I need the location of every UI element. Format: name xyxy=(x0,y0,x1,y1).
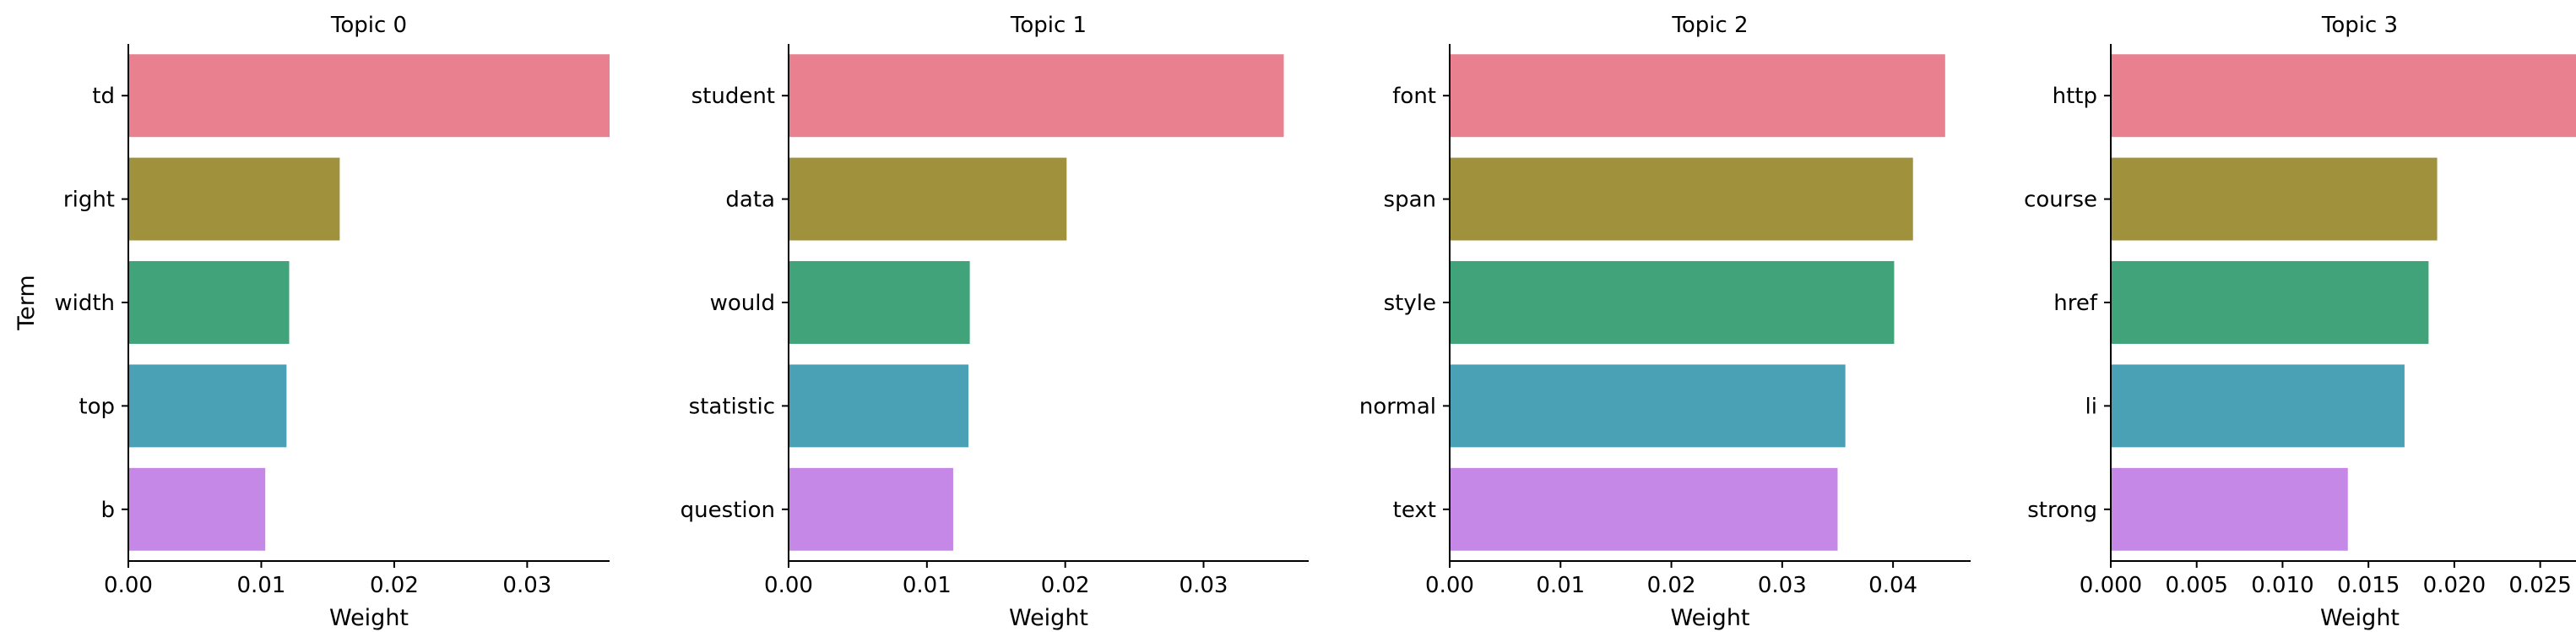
bar-would xyxy=(789,261,970,344)
category-label: right xyxy=(63,188,115,213)
y-axis-label: Term xyxy=(14,275,40,330)
xtick-label: 0.02 xyxy=(1647,573,1696,598)
xtick-label: 0.000 xyxy=(2080,573,2142,598)
category-label: text xyxy=(1393,498,1436,523)
panel-title: Topic 3 xyxy=(2321,13,2398,38)
category-label: b xyxy=(100,498,115,523)
category-label: span xyxy=(1384,188,1436,213)
xtick-label: 0.025 xyxy=(2508,573,2571,598)
panel-title: Topic 1 xyxy=(1010,13,1087,38)
bar-course xyxy=(2111,157,2438,241)
bar-text xyxy=(1450,467,1838,551)
xtick-label: 0.03 xyxy=(1180,573,1228,598)
bar-td xyxy=(128,54,610,138)
category-label: normal xyxy=(1359,394,1436,419)
bar-statistic xyxy=(789,364,968,448)
xtick-label: 0.010 xyxy=(2251,573,2313,598)
category-label: statistic xyxy=(689,394,775,419)
bar-font xyxy=(1450,54,1945,138)
category-label: top xyxy=(79,394,115,419)
bar-data xyxy=(789,157,1067,241)
bar-style xyxy=(1450,261,1895,344)
xtick-label: 0.01 xyxy=(1536,573,1585,598)
xtick-label: 0.03 xyxy=(502,573,551,598)
category-label: question xyxy=(681,498,775,523)
bar-right xyxy=(128,157,340,241)
xtick-label: 0.00 xyxy=(764,573,813,598)
category-label: strong xyxy=(2027,498,2097,523)
bar-span xyxy=(1450,157,1913,241)
category-label: data xyxy=(725,188,775,213)
xtick-label: 0.02 xyxy=(370,573,419,598)
bar-strong xyxy=(2111,467,2348,551)
bar-top xyxy=(128,364,287,448)
xtick-label: 0.015 xyxy=(2337,573,2400,598)
x-axis-label: Weight xyxy=(1670,605,1749,631)
x-axis-label: Weight xyxy=(2320,605,2400,631)
xtick-label: 0.005 xyxy=(2166,573,2228,598)
category-label: course xyxy=(2024,188,2097,213)
bar-question xyxy=(789,467,953,551)
x-axis-label: Weight xyxy=(1009,605,1088,631)
xtick-label: 0.00 xyxy=(104,573,153,598)
xtick-label: 0.03 xyxy=(1758,573,1807,598)
bar-width xyxy=(128,261,290,344)
category-label: href xyxy=(2053,291,2098,316)
xtick-label: 0.020 xyxy=(2423,573,2486,598)
xtick-label: 0.01 xyxy=(903,573,952,598)
bar-http xyxy=(2111,54,2576,138)
category-label: td xyxy=(92,84,115,109)
bar-student xyxy=(789,54,1284,138)
category-label: student xyxy=(691,84,775,109)
panel-title: Topic 0 xyxy=(330,13,407,38)
bar-b xyxy=(128,467,266,551)
category-label: font xyxy=(1392,84,1436,109)
xtick-label: 0.00 xyxy=(1425,573,1474,598)
category-label: http xyxy=(2053,84,2097,109)
category-label: style xyxy=(1384,291,1436,316)
xtick-label: 0.01 xyxy=(237,573,286,598)
bar-li xyxy=(2111,364,2405,448)
category-label: width xyxy=(54,291,115,316)
x-axis-label: Weight xyxy=(329,605,409,631)
bar-href xyxy=(2111,261,2429,344)
category-label: would xyxy=(710,291,775,316)
xtick-label: 0.04 xyxy=(1868,573,1917,598)
category-label: li xyxy=(2085,394,2097,419)
xtick-label: 0.02 xyxy=(1041,573,1090,598)
bar-normal xyxy=(1450,364,1846,448)
panel-title: Topic 2 xyxy=(1671,13,1748,38)
